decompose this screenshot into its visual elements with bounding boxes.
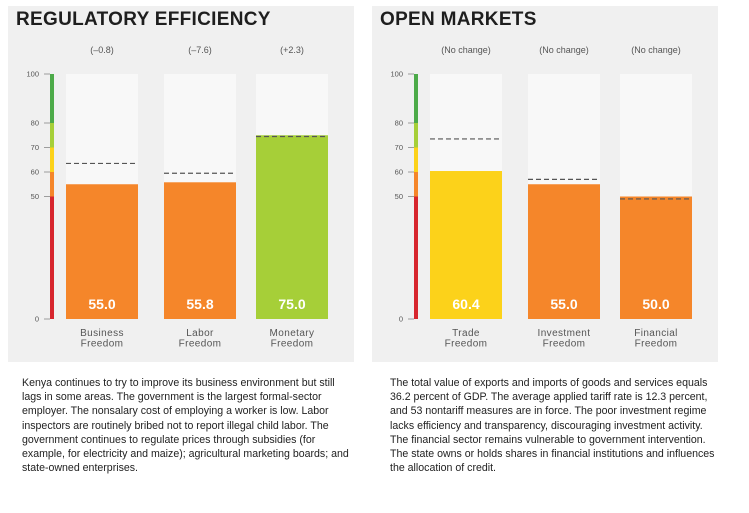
category-label: Freedom [81, 339, 124, 350]
value-label: 55.0 [88, 296, 115, 312]
bar [528, 184, 600, 319]
scale-band [414, 147, 418, 172]
y-tick-label: 60 [395, 168, 403, 177]
y-tick-label: 80 [31, 119, 39, 128]
y-tick-label: 70 [31, 143, 39, 152]
regulatory-efficiency-panel: REGULATORY EFFICIENCY 0 50 60 70 80 100 (–0.8)… [8, 6, 354, 362]
value-label: 60.4 [452, 296, 479, 312]
category-label: Freedom [445, 339, 488, 350]
chart-title: OPEN MARKETS [380, 9, 537, 30]
y-tick-label: 70 [395, 143, 403, 152]
scale-band [414, 123, 418, 148]
bar [430, 171, 502, 319]
y-tick-label: 100 [390, 70, 403, 79]
bar [620, 196, 692, 319]
open-markets-description: The total value of exports and imports o… [390, 377, 715, 475]
y-tick-label: 80 [395, 119, 403, 128]
change-label: (–7.6) [188, 45, 212, 55]
change-label: (No change) [539, 45, 589, 55]
bar [66, 184, 138, 319]
y-tick-label: 60 [31, 168, 39, 177]
scale-band [50, 74, 54, 123]
scale-band [50, 172, 54, 197]
value-label: 75.0 [278, 296, 305, 312]
category-label: Freedom [271, 339, 314, 350]
category-label: Trade [452, 328, 480, 339]
change-label: (–0.8) [90, 45, 114, 55]
regulatory-efficiency-description: Kenya continues to try to improve its bu… [22, 377, 349, 475]
value-label: 55.0 [550, 296, 577, 312]
change-label: (No change) [631, 45, 681, 55]
y-tick-label: 100 [26, 70, 39, 79]
scale-band [50, 123, 54, 148]
category-label: Freedom [179, 339, 222, 350]
y-tick-label: 50 [395, 192, 403, 201]
category-label: Freedom [635, 339, 678, 350]
scale-band [50, 196, 54, 319]
category-label: Investment [538, 328, 591, 339]
chart-title: REGULATORY EFFICIENCY [16, 9, 271, 30]
bar [164, 182, 236, 319]
category-label: Freedom [543, 339, 586, 350]
scale-band [414, 172, 418, 197]
change-label: (+2.3) [280, 45, 304, 55]
change-label: (No change) [441, 45, 491, 55]
category-label: Monetary [270, 328, 315, 339]
value-label: 55.8 [186, 296, 213, 312]
regulatory-efficiency-chart: 050607080100(–0.8)55.0BusinessFreedom(–7… [26, 45, 328, 350]
scale-band [414, 74, 418, 123]
y-tick-label: 50 [31, 192, 39, 201]
y-tick-label: 0 [35, 315, 39, 324]
y-tick-label: 0 [399, 315, 403, 324]
scale-band [50, 147, 54, 172]
bar [256, 135, 328, 319]
scale-band [414, 196, 418, 319]
value-label: 50.0 [642, 296, 669, 312]
category-label: Financial [634, 328, 678, 339]
category-label: Business [80, 328, 124, 339]
category-label: Labor [186, 328, 214, 339]
open-markets-panel: OPEN MARKETS 0 50 60 70 80 100 (No change) 60.4… [372, 6, 718, 362]
